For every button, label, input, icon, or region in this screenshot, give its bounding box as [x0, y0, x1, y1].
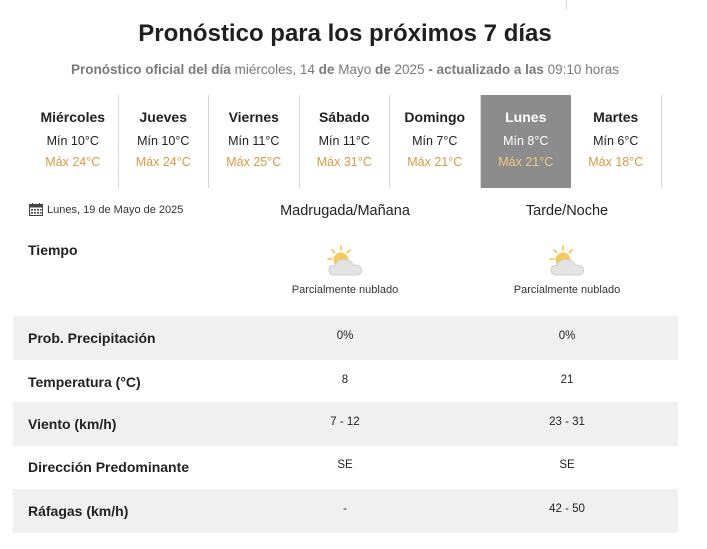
weather-label: Tiempo: [28, 242, 78, 258]
day-min-temp: Mín 11°C: [318, 134, 370, 148]
day-tabs: Miércoles Mín 10°C Máx 24°C Jueves Mín 1…: [28, 95, 662, 188]
weather-cell-morning: Parcialmente nublado: [245, 244, 445, 296]
row-wind-direction: Dirección Predominante SE SE: [13, 445, 678, 489]
day-name: Domingo: [404, 109, 466, 125]
forecast-subtitle: Pronóstico oficial del día miércoles, 14…: [71, 62, 619, 77]
day-max-temp: Máx 31°C: [316, 155, 372, 169]
row-label: Temperatura (°C): [28, 374, 141, 390]
day-name: Jueves: [139, 109, 187, 125]
day-min-temp: Mín 6°C: [593, 134, 639, 148]
row-value-morning: 0%: [336, 330, 354, 342]
day-name: Martes: [593, 109, 639, 125]
row-precipitation: Prob. Precipitación 0% 0%: [13, 316, 678, 360]
day-tab-domingo[interactable]: Domingo Mín 7°C Máx 21°C: [390, 95, 481, 188]
day-tab-lunes[interactable]: Lunes Mín 8°C Máx 21°C: [480, 95, 571, 188]
column-header-evening: Tarde/Noche: [525, 203, 609, 219]
partly-cloudy-icon: [327, 245, 363, 276]
row-gusts: Ráfagas (km/h) - 42 - 50: [13, 489, 678, 533]
day-max-temp: Máx 24°C: [45, 155, 101, 169]
day-tab-miercoles[interactable]: Miércoles Mín 10°C Máx 24°C: [28, 95, 119, 188]
row-label: Prob. Precipitación: [28, 330, 156, 346]
page-title: Pronóstico para los próximos 7 días: [138, 20, 552, 47]
calendar-icon: [29, 203, 43, 216]
row-wind: Viento (km/h) 7 - 12 23 - 31: [13, 402, 678, 446]
day-min-temp: Mín 8°C: [503, 134, 549, 148]
row-value-evening: 21: [560, 374, 574, 386]
row-value-morning: SE: [337, 459, 353, 471]
day-tab-martes[interactable]: Martes Mín 6°C Máx 18°C: [571, 95, 662, 188]
day-max-temp: Máx 18°C: [588, 155, 644, 169]
day-name: Viernes: [228, 109, 279, 125]
weather-description: Parcialmente nublado: [291, 284, 399, 296]
weather-description: Parcialmente nublado: [513, 284, 621, 296]
top-divider: [566, 0, 567, 10]
day-min-temp: Mín 11°C: [228, 134, 280, 148]
day-max-temp: Máx 24°C: [135, 155, 191, 169]
row-temperature: Temperatura (°C) 8 21: [13, 360, 678, 404]
day-tab-sabado[interactable]: Sábado Mín 11°C Máx 31°C: [300, 95, 390, 188]
column-header-morning: Madrugada/Mañana: [280, 203, 410, 219]
day-tab-jueves[interactable]: Jueves Mín 10°C Máx 24°C: [119, 95, 209, 188]
partly-cloudy-icon: [549, 245, 585, 276]
day-name: Miércoles: [40, 109, 106, 125]
day-name: Lunes: [505, 109, 547, 125]
day-min-temp: Mín 10°C: [46, 134, 99, 148]
day-max-temp: Máx 21°C: [407, 155, 463, 169]
row-label: Dirección Predominante: [28, 459, 190, 475]
row-value-morning: 7 - 12: [330, 416, 360, 428]
day-tab-viernes[interactable]: Viernes Mín 11°C Máx 25°C: [209, 95, 300, 188]
selected-date-text: Lunes, 19 de Mayo de 2025: [47, 203, 184, 216]
weather-cell-evening: Parcialmente nublado: [467, 244, 667, 296]
day-min-temp: Mín 7°C: [412, 134, 458, 148]
day-min-temp: Mín 10°C: [137, 134, 190, 148]
row-value-evening: 42 - 50: [549, 503, 585, 515]
row-value-evening: 0%: [558, 330, 576, 342]
row-value-morning: -: [343, 503, 347, 515]
selected-date: Lunes, 19 de Mayo de 2025: [29, 203, 183, 216]
row-label: Ráfagas (km/h): [28, 503, 129, 519]
day-name: Sábado: [318, 109, 370, 125]
row-value-evening: 23 - 31: [549, 416, 585, 428]
row-label: Viento (km/h): [28, 416, 117, 432]
day-max-temp: Máx 25°C: [226, 155, 282, 169]
day-max-temp: Máx 21°C: [498, 155, 554, 169]
row-value-morning: 8: [341, 374, 349, 386]
row-value-evening: SE: [559, 459, 575, 471]
